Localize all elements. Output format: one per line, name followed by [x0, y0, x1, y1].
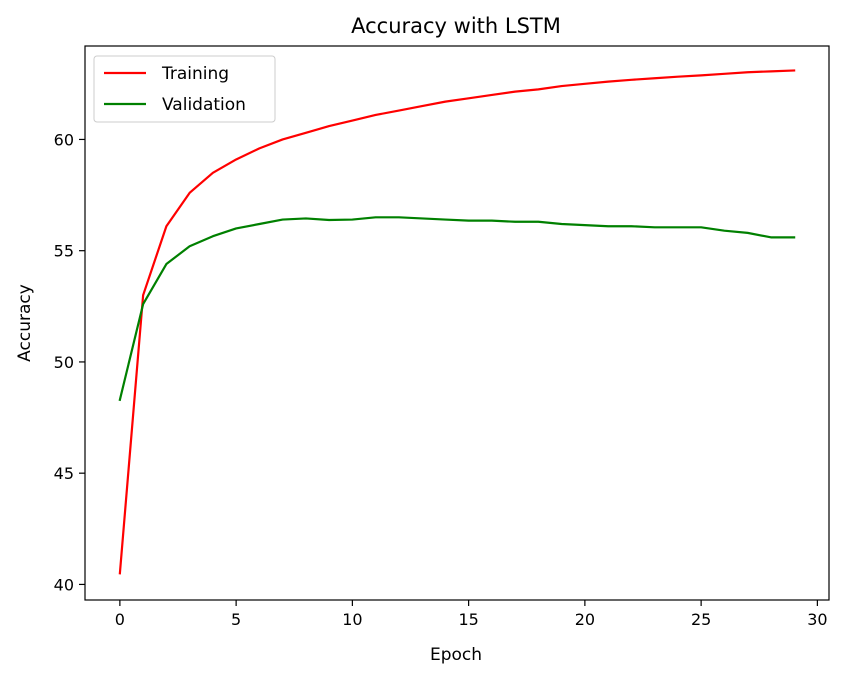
x-axis-ticks: 0 5 10 15 20 25 30	[115, 600, 828, 629]
y-tick-label: 40	[54, 575, 74, 594]
x-tick-label: 25	[691, 610, 711, 629]
y-axis-label: Accuracy	[15, 284, 35, 362]
y-tick-label: 55	[54, 242, 74, 261]
series-line-training	[118, 69, 796, 575]
legend-label-training: Training	[161, 64, 229, 84]
series-line-validation	[118, 216, 796, 402]
x-tick-label: 30	[807, 610, 827, 629]
x-axis-label: Epoch	[430, 645, 482, 665]
x-tick-label: 10	[342, 610, 362, 629]
y-axis-ticks: 40 45 50 55 60	[54, 130, 85, 594]
y-tick-label: 45	[54, 464, 74, 483]
x-tick-label: 15	[458, 610, 478, 629]
x-tick-label: 5	[231, 610, 241, 629]
x-tick-label: 0	[115, 610, 125, 629]
x-tick-label: 20	[575, 610, 595, 629]
legend: Training Validation	[93, 55, 276, 123]
plot-frame	[84, 45, 830, 601]
y-tick-label: 60	[54, 130, 74, 149]
chart-title: Accuracy with LSTM	[351, 14, 561, 38]
series-layer	[118, 69, 796, 575]
y-tick-label: 50	[54, 353, 74, 372]
legend-label-validation: Validation	[162, 95, 246, 115]
